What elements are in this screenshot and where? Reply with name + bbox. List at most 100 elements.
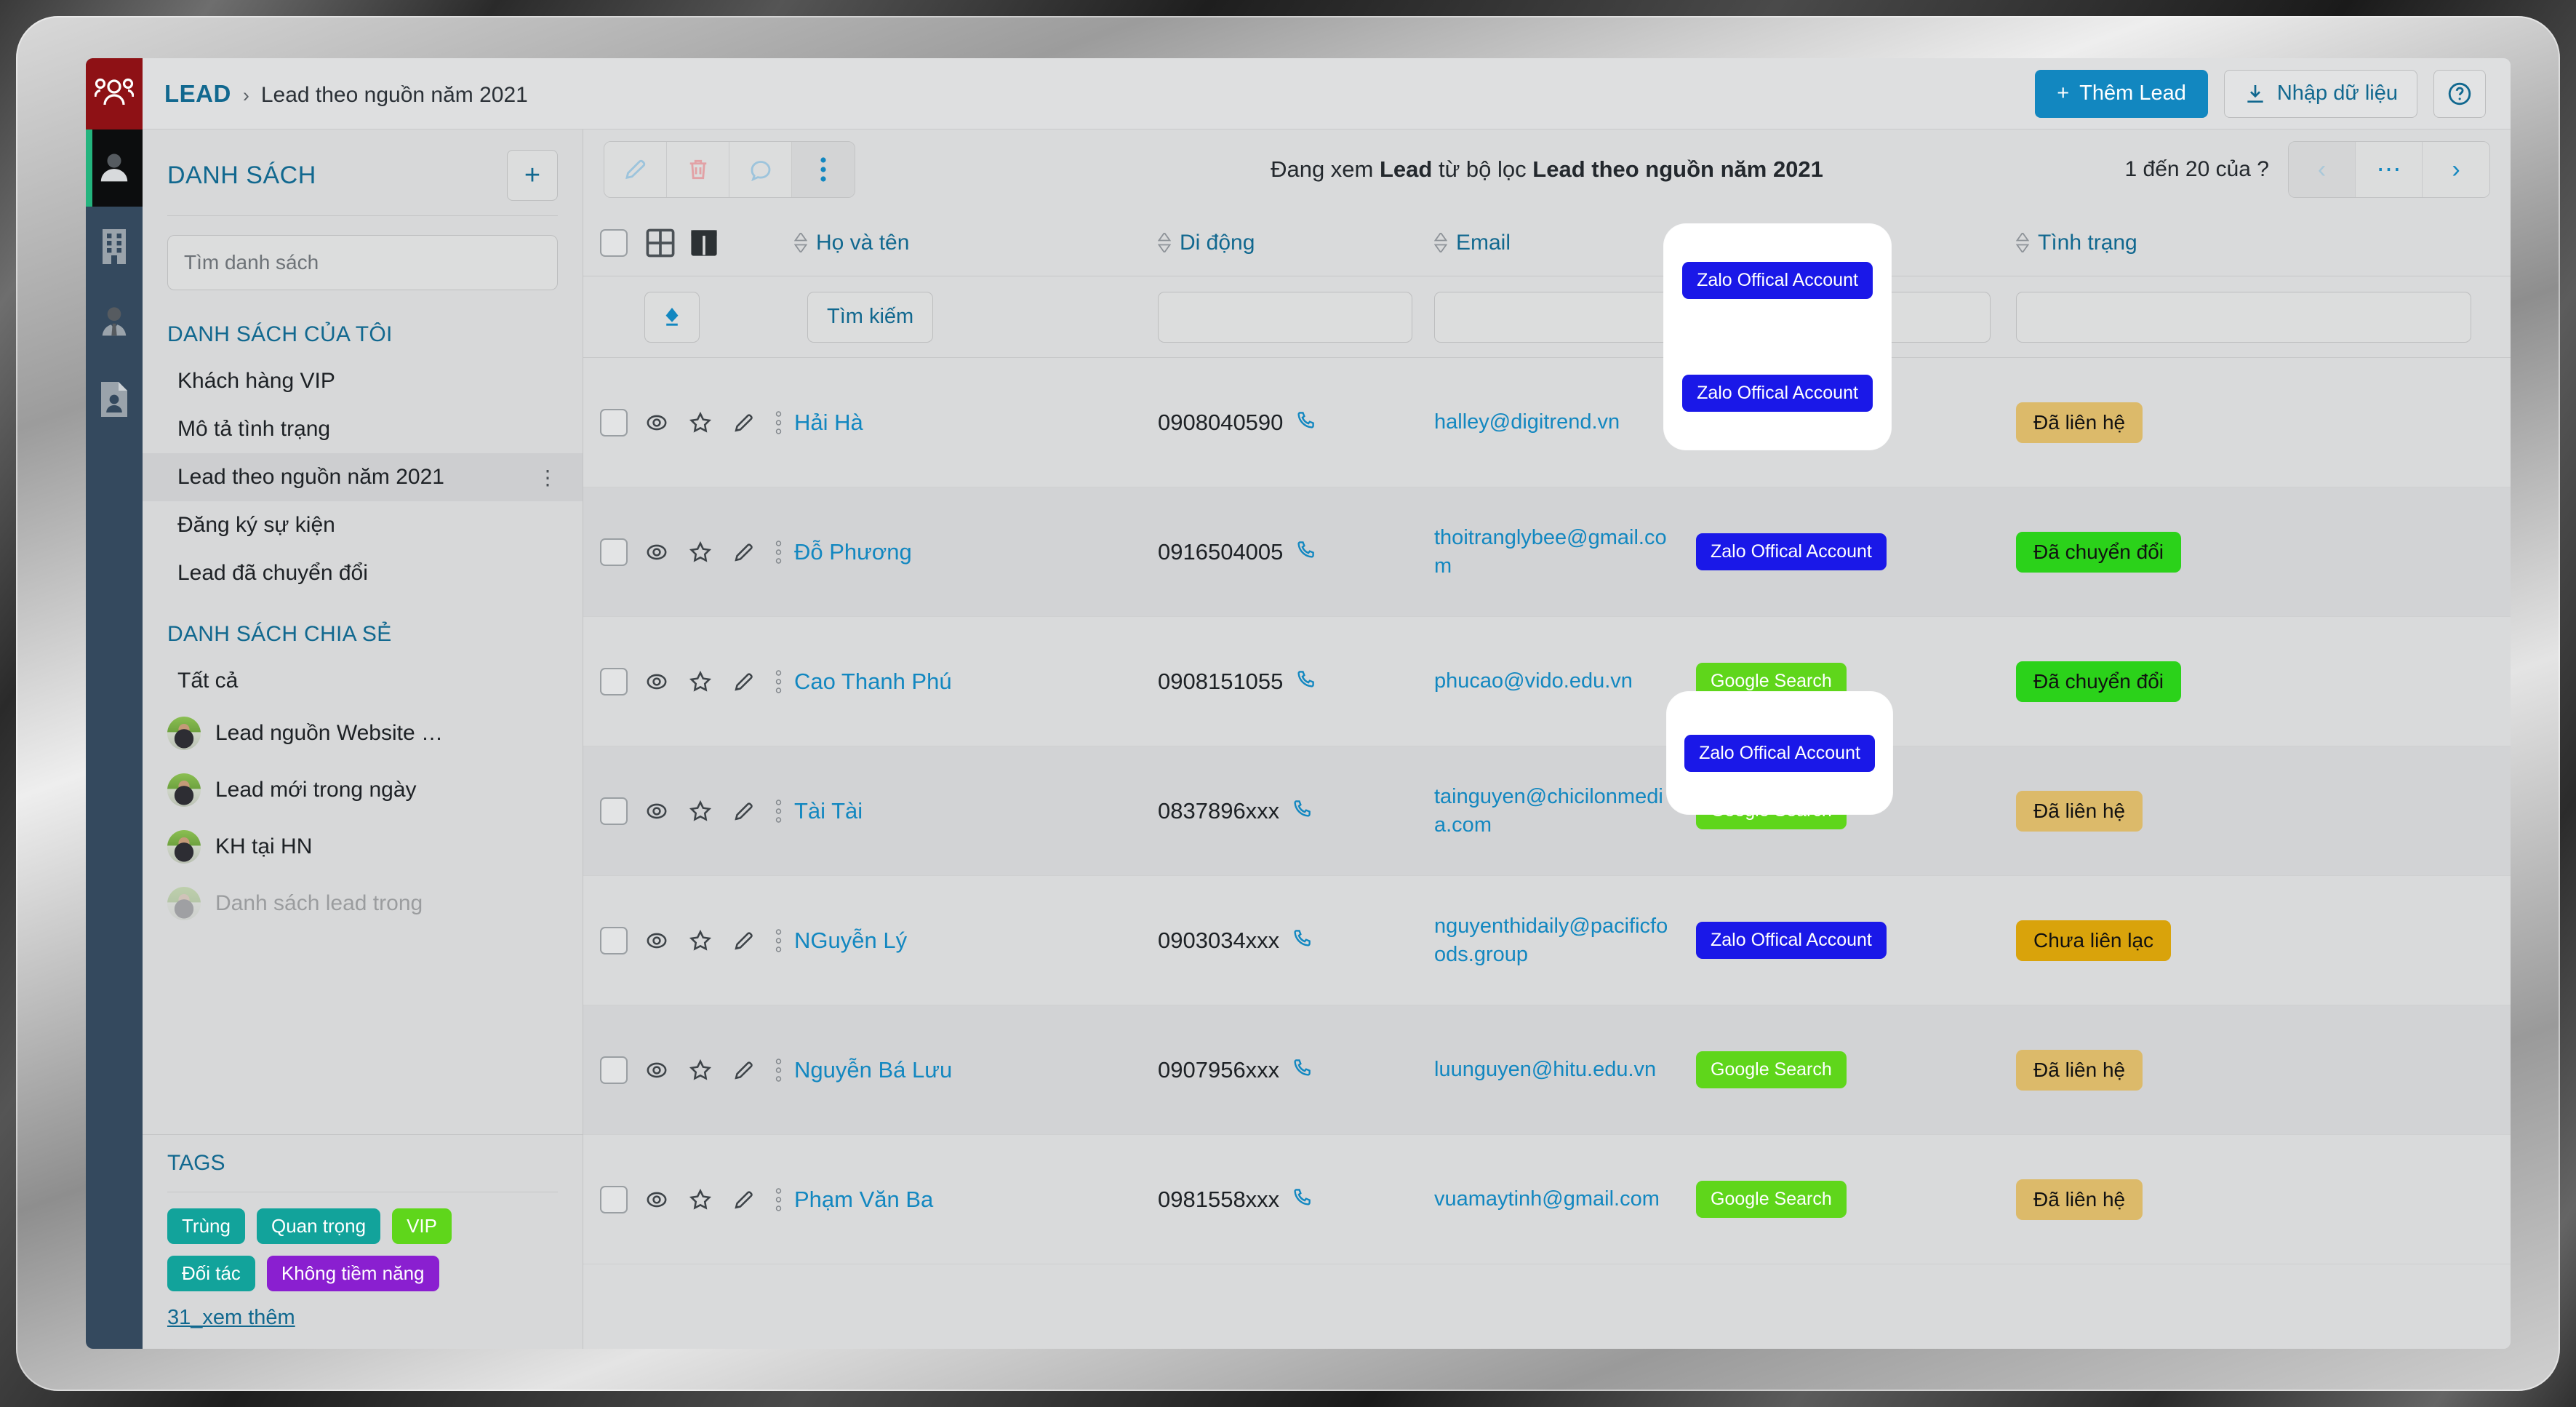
view-record-button[interactable] xyxy=(644,799,669,824)
email-link[interactable]: nguyenthidaily@pacificfoods.group xyxy=(1434,914,1668,966)
comment-button[interactable] xyxy=(729,142,792,197)
row-checkbox[interactable] xyxy=(600,667,628,695)
header-cell-phone[interactable]: Di động xyxy=(1158,231,1434,255)
tag-khong-tiem-nang[interactable]: Không tiềm năng xyxy=(266,1256,439,1291)
delete-button[interactable] xyxy=(667,142,729,197)
filter-input-phone[interactable] xyxy=(1158,291,1412,343)
search-button[interactable]: Tìm kiếm xyxy=(807,291,934,343)
sidebar-item-khach-hang-vip[interactable]: Khách hàng VIP xyxy=(143,357,583,405)
edit-record-button[interactable] xyxy=(732,1058,756,1083)
row-menu-button[interactable] xyxy=(775,540,782,565)
view-record-button[interactable] xyxy=(644,540,669,565)
breadcrumb-root[interactable]: LEAD xyxy=(164,79,231,107)
sidebar-item-danh-sach-lead-trong[interactable]: Danh sách lead trong xyxy=(143,875,583,932)
favorite-button[interactable] xyxy=(688,410,713,435)
spotlight-source-badge[interactable]: Zalo Offical Account xyxy=(1682,375,1873,412)
call-button[interactable] xyxy=(1291,798,1313,824)
view-record-button[interactable] xyxy=(644,410,669,435)
sidebar-item-tat-ca[interactable]: Tất cả xyxy=(143,657,583,705)
row-checkbox[interactable] xyxy=(600,538,628,566)
row-menu-button[interactable] xyxy=(775,799,782,824)
source-badge[interactable]: Zalo Offical Account xyxy=(1696,533,1887,570)
table-row[interactable]: Cao Thanh Phú 0908151055 phucao@vido.edu.v… xyxy=(583,617,2511,746)
lead-name-link[interactable]: Nguyễn Bá Lưu xyxy=(794,1056,953,1083)
more-actions-button[interactable] xyxy=(792,142,855,197)
split-view-icon[interactable] xyxy=(688,227,720,259)
sidebar-item-mo-ta-tinh-trang[interactable]: Mô tả tình trạng xyxy=(143,405,583,453)
view-record-button[interactable] xyxy=(644,1187,669,1212)
lead-name-link[interactable]: Cao Thanh Phú xyxy=(794,668,952,694)
tag-vip[interactable]: VIP xyxy=(392,1208,452,1244)
call-button[interactable] xyxy=(1291,1057,1313,1083)
lead-name-link[interactable]: Phạm Văn Ba xyxy=(794,1186,934,1212)
sidebar-item-kh-tai-hn[interactable]: KH tại HN xyxy=(143,818,583,875)
edit-button[interactable] xyxy=(604,142,667,197)
add-lead-button[interactable]: + Thêm Lead xyxy=(2035,69,2208,118)
import-data-button[interactable]: Nhập dữ liệu xyxy=(2223,69,2417,118)
row-menu-button[interactable] xyxy=(775,1058,782,1083)
rail-item-leads[interactable] xyxy=(86,129,143,207)
list-options-icon[interactable]: ⋮ xyxy=(537,466,558,489)
status-badge[interactable]: Đã liên hệ xyxy=(2016,402,2143,443)
filter-input-email[interactable] xyxy=(1434,291,1676,343)
lead-name-link[interactable]: Đỗ Phương xyxy=(794,538,912,565)
edit-record-button[interactable] xyxy=(732,928,756,953)
row-menu-button[interactable] xyxy=(775,669,782,694)
view-record-button[interactable] xyxy=(644,1058,669,1083)
lead-name-link[interactable]: Hải Hà xyxy=(794,409,863,435)
row-checkbox[interactable] xyxy=(600,1056,628,1084)
sidebar-item-lead-nguon-website[interactable]: Lead nguồn Website … xyxy=(143,705,583,762)
rail-item-contacts[interactable] xyxy=(86,284,143,361)
row-menu-button[interactable] xyxy=(775,410,782,435)
pagination-next-button[interactable]: › xyxy=(2423,142,2489,197)
header-cell-name[interactable]: Họ và tên xyxy=(794,231,1158,255)
list-search-input[interactable] xyxy=(167,235,558,290)
spotlight-source-badge[interactable]: Zalo Offical Account xyxy=(1682,262,1873,299)
table-row[interactable]: Tài Tài 0837896xxx tainguyen@chicilonmedia… xyxy=(583,746,2511,876)
help-button[interactable] xyxy=(2433,69,2486,118)
status-badge[interactable]: Đã chuyển đổi xyxy=(2016,661,2182,702)
select-all-checkbox[interactable] xyxy=(600,228,628,257)
edit-record-button[interactable] xyxy=(732,540,756,565)
status-badge[interactable]: Đã liên hệ xyxy=(2016,1049,2143,1091)
sidebar-item-lead-theo-nguon-nam-2021[interactable]: Lead theo nguồn năm 2021 ⋮ xyxy=(143,453,583,501)
pagination-prev-button[interactable]: ‹ xyxy=(2289,142,2356,197)
edit-record-button[interactable] xyxy=(732,410,756,435)
table-row[interactable]: Hải Hà 0908040590 halley@digitrend.vn Zalo … xyxy=(583,358,2511,487)
status-badge[interactable]: Đã liên hệ xyxy=(2016,1179,2143,1220)
edit-record-button[interactable] xyxy=(732,1187,756,1212)
edit-record-button[interactable] xyxy=(732,669,756,694)
email-link[interactable]: phucao@vido.edu.vn xyxy=(1434,669,1633,693)
email-link[interactable]: halley@digitrend.vn xyxy=(1434,410,1620,434)
row-menu-button[interactable] xyxy=(775,928,782,953)
rail-item-companies[interactable] xyxy=(86,207,143,284)
call-button[interactable] xyxy=(1295,410,1316,435)
call-button[interactable] xyxy=(1291,1187,1313,1212)
tag-doi-tac[interactable]: Đối tác xyxy=(167,1256,255,1291)
row-checkbox[interactable] xyxy=(600,797,628,825)
row-checkbox[interactable] xyxy=(600,926,628,954)
add-list-button[interactable]: + xyxy=(507,150,558,201)
row-menu-button[interactable] xyxy=(775,1187,782,1212)
app-logo[interactable] xyxy=(86,58,143,129)
favorite-button[interactable] xyxy=(688,669,713,694)
sidebar-item-lead-da-chuyen-doi[interactable]: Lead đã chuyển đổi xyxy=(143,549,583,597)
table-row[interactable]: Nguyễn Bá Lưu 0907956xxx luunguyen@hitu.ed… xyxy=(583,1005,2511,1135)
call-button[interactable] xyxy=(1291,928,1313,953)
spotlight-source-badge[interactable]: Zalo Offical Account xyxy=(1684,734,1875,772)
call-button[interactable] xyxy=(1295,539,1316,565)
row-checkbox[interactable] xyxy=(600,408,628,437)
lead-name-link[interactable]: NGuyễn Lý xyxy=(794,927,908,953)
tag-trung[interactable]: Trùng xyxy=(167,1208,245,1244)
status-badge[interactable]: Đã liên hệ xyxy=(2016,790,2143,832)
source-badge[interactable]: Google Search xyxy=(1696,1181,1847,1218)
table-row[interactable]: NGuyễn Lý 0903034xxx nguyenthidaily@pacifi… xyxy=(583,876,2511,1005)
favorite-button[interactable] xyxy=(688,1187,713,1212)
view-record-button[interactable] xyxy=(644,928,669,953)
edit-record-button[interactable] xyxy=(732,799,756,824)
view-record-button[interactable] xyxy=(644,669,669,694)
favorite-button[interactable] xyxy=(688,540,713,565)
row-checkbox[interactable] xyxy=(600,1185,628,1213)
grid-view-icon[interactable] xyxy=(644,227,676,259)
filter-input-status[interactable] xyxy=(2016,291,2471,343)
